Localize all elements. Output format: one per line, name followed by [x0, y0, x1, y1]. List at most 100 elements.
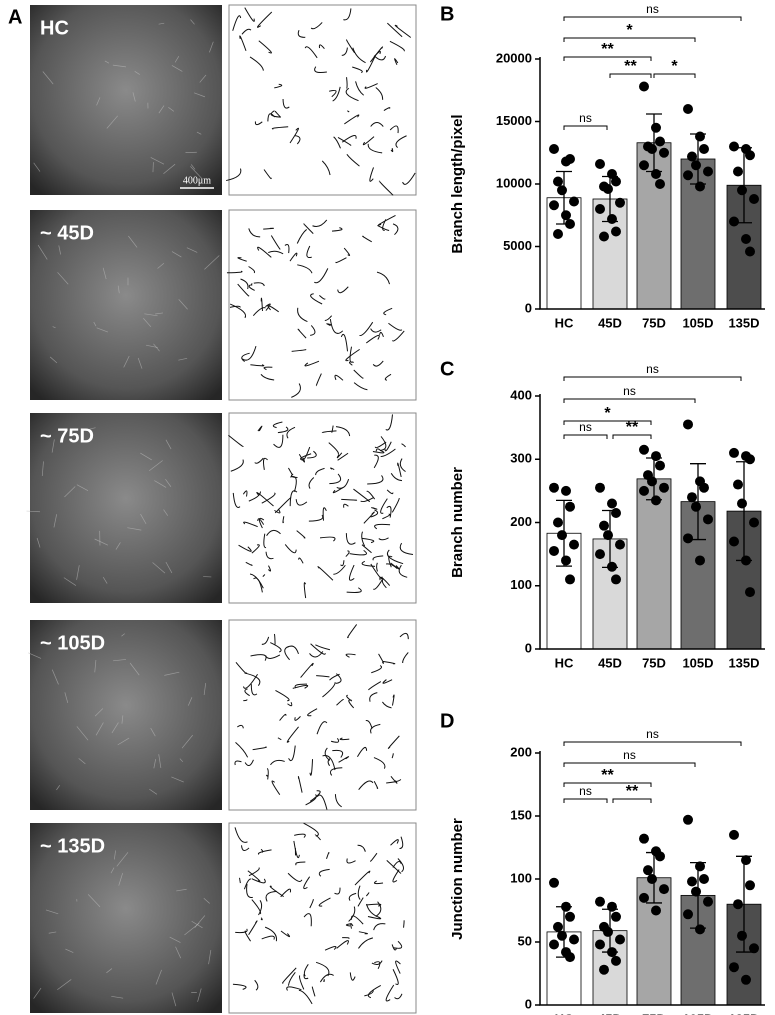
data-point [553, 229, 563, 239]
x-tick-label: 135D [728, 655, 759, 670]
skeleton-branch [248, 266, 256, 274]
skeleton-branch [265, 303, 271, 311]
vessel [51, 669, 59, 685]
vessel [174, 55, 180, 63]
skeleton-branch [389, 40, 405, 52]
significance-label: * [604, 405, 611, 422]
error-bar [556, 906, 572, 958]
skeleton-branch [288, 467, 294, 476]
skeleton-branch [349, 972, 356, 981]
skeleton-branch [277, 426, 289, 434]
data-point [749, 194, 759, 204]
vessel [150, 157, 165, 165]
skeleton-branch [374, 523, 391, 530]
skeleton-branch [340, 560, 345, 567]
skeleton-branch [367, 475, 384, 485]
skeleton-branch [369, 692, 378, 702]
data-point [565, 574, 575, 585]
data-point [595, 549, 605, 560]
skeleton-branch [264, 926, 278, 942]
x-tick-label: 45D [598, 1011, 622, 1015]
skeleton-branch [362, 136, 375, 146]
data-point [691, 160, 701, 171]
data-point [733, 899, 743, 910]
data-point [741, 234, 751, 244]
skeleton-branch [315, 961, 330, 977]
data-point [647, 144, 657, 154]
skeleton-branch [352, 47, 366, 64]
skeleton-branch [329, 767, 343, 776]
skeleton-branch [298, 453, 306, 463]
skeleton-branch [269, 885, 284, 898]
skeleton-branch [298, 989, 313, 1005]
data-point [565, 501, 575, 512]
skeleton-branch [254, 979, 259, 991]
skeleton-branch [314, 834, 321, 841]
skeleton-branch [296, 229, 307, 244]
skeleton-branch [366, 490, 376, 500]
vessel [179, 758, 184, 763]
y-axis-title: Branch length/pixel [449, 114, 466, 253]
skeleton-branch [271, 780, 281, 795]
skeleton-branch [305, 794, 317, 806]
vessel [171, 776, 184, 783]
vessel [58, 245, 61, 255]
skeleton-branch [365, 892, 370, 897]
data-point [683, 814, 693, 825]
data-point [557, 930, 567, 941]
vessel [102, 267, 107, 280]
skeleton-branch [295, 499, 308, 506]
vessel [152, 562, 166, 574]
skeleton-branch [272, 421, 283, 429]
significance-bracket [563, 798, 608, 803]
skeleton-branch [346, 154, 360, 167]
skeleton-branch [385, 414, 393, 431]
vessel [87, 894, 101, 908]
vessel [158, 105, 165, 114]
skeleton-branch [358, 780, 374, 790]
skeleton-branch [373, 781, 379, 789]
skeleton-branch [336, 940, 349, 949]
skeleton-branch [355, 81, 364, 96]
skeleton-branch [343, 247, 351, 257]
vessel [164, 671, 180, 676]
error-bar [690, 463, 706, 541]
skeleton-branch [338, 756, 350, 763]
skeleton-branch [401, 443, 406, 448]
skeleton-branch [312, 219, 328, 228]
vessel [123, 355, 130, 368]
vessel [203, 898, 210, 904]
skeleton-branch [263, 533, 267, 549]
vessel [158, 754, 162, 769]
data-point [647, 874, 657, 884]
skeleton-branch [392, 869, 400, 883]
data-point [699, 144, 709, 154]
skeleton-branch [358, 937, 374, 949]
significance-bracket [609, 73, 652, 78]
skeleton-branch [322, 507, 327, 521]
skeleton-branch [340, 333, 349, 352]
skeleton-branch [235, 662, 248, 674]
significance-bracket [563, 420, 652, 425]
data-point [699, 874, 709, 884]
skeleton-branch [257, 11, 273, 28]
data-point [603, 926, 613, 937]
skeleton-branch [287, 872, 303, 882]
image-label: ~ 135D [40, 835, 105, 857]
skeleton-branch [346, 587, 362, 593]
data-point [683, 909, 693, 920]
skeleton-branch [248, 491, 262, 502]
vessel [94, 538, 109, 546]
skeleton-branch [303, 913, 312, 927]
data-point [729, 216, 739, 227]
skeleton-branch [341, 47, 348, 56]
skeleton-branch [242, 490, 248, 497]
skeleton-branch [243, 699, 248, 702]
skeleton-branch [332, 749, 344, 758]
skeleton-branch [280, 930, 291, 938]
skeleton-branch [319, 294, 326, 300]
skeleton-branch [336, 699, 344, 706]
y-tick-label: 20000 [496, 50, 532, 65]
skeleton-branch [390, 473, 403, 482]
image-label: ~ 105D [40, 632, 105, 654]
